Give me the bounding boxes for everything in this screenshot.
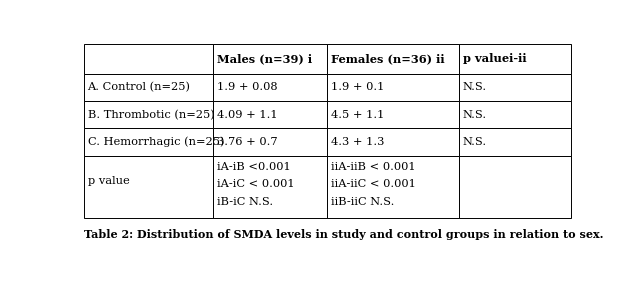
Bar <box>213 44 327 74</box>
Text: 4.3 + 1.3: 4.3 + 1.3 <box>331 137 385 147</box>
Bar <box>459 128 571 156</box>
Text: iA-iC < 0.001: iA-iC < 0.001 <box>217 179 294 189</box>
Bar <box>213 101 327 128</box>
Text: iiB-iiC N.S.: iiB-iiC N.S. <box>331 197 394 207</box>
Text: p value: p value <box>87 176 129 186</box>
Text: N.S.: N.S. <box>462 137 487 147</box>
Text: N.S.: N.S. <box>462 82 487 92</box>
Bar <box>327 44 459 74</box>
Bar <box>327 74 459 101</box>
Text: Females (n=36) ii: Females (n=36) ii <box>331 53 445 64</box>
Text: C. Hemorrhagic (n=25): C. Hemorrhagic (n=25) <box>87 137 224 147</box>
Text: iA-iB <0.001: iA-iB <0.001 <box>217 162 290 172</box>
Bar <box>459 44 571 74</box>
Bar <box>459 74 571 101</box>
Bar <box>213 156 327 218</box>
Bar <box>83 101 213 128</box>
Text: p valuei-ii: p valuei-ii <box>462 53 526 64</box>
Text: Males (n=39) i: Males (n=39) i <box>217 53 311 64</box>
Text: 3.76 + 0.7: 3.76 + 0.7 <box>217 137 277 147</box>
Bar <box>83 128 213 156</box>
Text: 1.9 + 0.08: 1.9 + 0.08 <box>217 82 277 92</box>
Text: 4.09 + 1.1: 4.09 + 1.1 <box>217 110 277 120</box>
Text: iiA-iiB < 0.001: iiA-iiB < 0.001 <box>331 162 416 172</box>
Bar <box>327 101 459 128</box>
Bar <box>83 156 213 218</box>
Text: Table 2: Distribution of SMDA levels in study and control groups in relation to : Table 2: Distribution of SMDA levels in … <box>83 229 603 240</box>
Text: B. Thrombotic (n=25): B. Thrombotic (n=25) <box>87 110 214 120</box>
Text: iiA-iiC < 0.001: iiA-iiC < 0.001 <box>331 179 416 189</box>
Bar <box>213 74 327 101</box>
Bar <box>213 128 327 156</box>
Bar <box>327 156 459 218</box>
Text: 4.5 + 1.1: 4.5 + 1.1 <box>331 110 385 120</box>
Text: N.S.: N.S. <box>462 110 487 120</box>
Bar <box>459 156 571 218</box>
Text: 1.9 + 0.1: 1.9 + 0.1 <box>331 82 385 92</box>
Text: iB-iC N.S.: iB-iC N.S. <box>217 197 273 207</box>
Bar <box>83 44 213 74</box>
Bar <box>459 101 571 128</box>
Bar <box>83 74 213 101</box>
Text: A. Control (n=25): A. Control (n=25) <box>87 82 190 92</box>
Bar <box>327 128 459 156</box>
